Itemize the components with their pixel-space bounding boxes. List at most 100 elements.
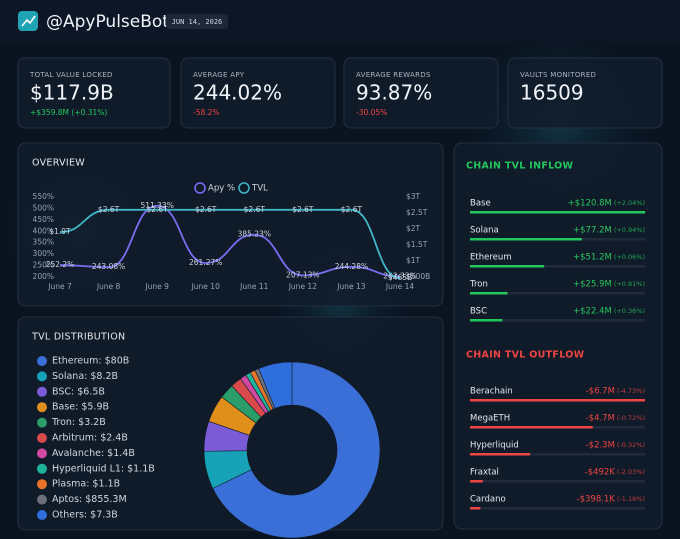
logo-icon [21, 15, 36, 27]
legend-swatch [37, 417, 47, 428]
chain-change: (-0.72%) [617, 414, 645, 422]
bar-track [470, 292, 645, 295]
x-tick-label: June 13 [336, 282, 365, 291]
section-title: CHAIN TVL OUTFLOW [466, 350, 585, 361]
kpi-change: +$359.8M (+0.31%) [30, 108, 107, 117]
data-label: 252.2% [46, 260, 75, 269]
chain-change: (+2.04%) [614, 199, 645, 207]
kpi-label: VAULTS MONITORED [520, 71, 596, 79]
chain-change: (+0.36%) [614, 307, 645, 315]
bar-track [470, 507, 645, 510]
legend-label: Hyperliquid L1: $1.1B [52, 463, 155, 474]
data-label: $2.6T [147, 205, 169, 214]
x-tick-label: June 14 [385, 282, 414, 291]
y2-tick-label: $3T [406, 192, 421, 201]
kpi-label: TOTAL VALUE LOCKED [29, 71, 113, 79]
legend-swatch [37, 356, 47, 366]
kpi-card [343, 57, 499, 129]
data-label: $2.6T [195, 205, 217, 214]
chain-value: -$4.7M [586, 414, 615, 424]
chain-value: -$492K [585, 468, 616, 478]
chain-name: Cardano [470, 495, 506, 505]
overview-panel [17, 142, 444, 307]
kpi-card [507, 57, 663, 129]
chain-value: +$51.2M [573, 253, 612, 263]
legend-swatch [37, 433, 47, 443]
chain-name: BSC [470, 307, 487, 317]
y2-tick-label: $2T [406, 224, 421, 233]
series-line [59, 204, 401, 278]
legend-swatch [37, 494, 47, 505]
y-tick-label: 450% [33, 215, 54, 224]
legend-swatch [37, 402, 47, 413]
chain-change: (+0.81%) [614, 280, 645, 288]
section-title: TVL DISTRIBUTION [31, 332, 125, 343]
flow-bar [470, 292, 508, 295]
legend-label: Base: $5.9B [52, 402, 109, 413]
date: JUN 14, 2026 [172, 18, 223, 26]
kpi-value: 93.87% [356, 81, 432, 105]
legend-label: Others: $7.3B [52, 510, 118, 521]
chain-name: Solana [470, 226, 499, 236]
legend-label: BSC: $6.5B [52, 386, 105, 397]
legend-swatch [37, 371, 47, 382]
kpi-card [17, 57, 171, 129]
x-tick-label: June 11 [239, 282, 268, 291]
flow-bar [470, 265, 545, 268]
chain-name: Berachain [470, 387, 513, 397]
legend-label: Arbitrum: $2.4B [52, 433, 128, 444]
chain-name: Tron [469, 280, 488, 290]
kpi-change: -30.05% [356, 108, 387, 117]
legend-label: Tron: $3.2B [51, 417, 106, 428]
bot-title: @ApyPulseBot [46, 12, 169, 32]
bar-track [470, 453, 645, 456]
legend-swatch [194, 182, 206, 194]
data-label: $2.6T [98, 205, 120, 214]
legend-swatch [37, 448, 47, 459]
kpi-change: -58.2% [193, 108, 220, 117]
flow-bar [470, 507, 481, 510]
chain-change: (+0.06%) [614, 253, 645, 261]
flow-bar [470, 480, 483, 483]
date-badge [166, 14, 228, 29]
kpi-card [180, 57, 336, 129]
pie-slice [212, 361, 381, 539]
flow-bar [470, 426, 593, 429]
chain-value: +$22.4M [573, 307, 612, 317]
y-tick-label: 350% [33, 238, 54, 247]
chain-change: (-0.32%) [617, 441, 645, 449]
bar-track [470, 265, 645, 268]
chain-name: MegaETH [470, 414, 510, 424]
flow-bar [470, 238, 582, 241]
data-label: 511.33% [140, 201, 173, 210]
kpi-label: AVERAGE REWARDS [356, 71, 431, 79]
y-tick-label: 250% [33, 261, 54, 270]
chain-value: -$6.7M [586, 387, 615, 397]
legend-swatch [37, 386, 47, 397]
header-bar [0, 0, 680, 42]
chain-change: (-4.73%) [617, 387, 645, 395]
data-label: $1.9T [49, 227, 71, 236]
flow-bar [470, 399, 645, 402]
section-title: OVERVIEW [32, 158, 85, 169]
legend-label: Avalanche: $1.4B [52, 448, 135, 459]
section-title: CHAIN TVL INFLOW [466, 161, 574, 172]
chain-name: Ethereum [470, 253, 512, 263]
legend-label: Apy % [208, 184, 235, 194]
chain-value: +$120.8M [568, 199, 612, 209]
legend-label: Ethereum: $80B [52, 356, 129, 367]
x-tick-label: June 12 [288, 282, 317, 291]
chain-value: -$2.3M [586, 441, 615, 451]
pie-slice [258, 361, 293, 409]
x-tick-label: June 10 [191, 282, 220, 291]
legend-swatch [37, 463, 47, 474]
legend-label: Solana: $8.2B [52, 371, 118, 382]
data-label: 261.27% [189, 258, 222, 267]
kpi-value: 244.02% [193, 81, 282, 105]
data-label: $2.6T [341, 205, 363, 214]
bar-track [470, 319, 645, 322]
y-tick-label: 550% [33, 192, 54, 201]
data-label: 244.28% [335, 262, 368, 271]
y2-tick-label: $500B [406, 272, 430, 281]
